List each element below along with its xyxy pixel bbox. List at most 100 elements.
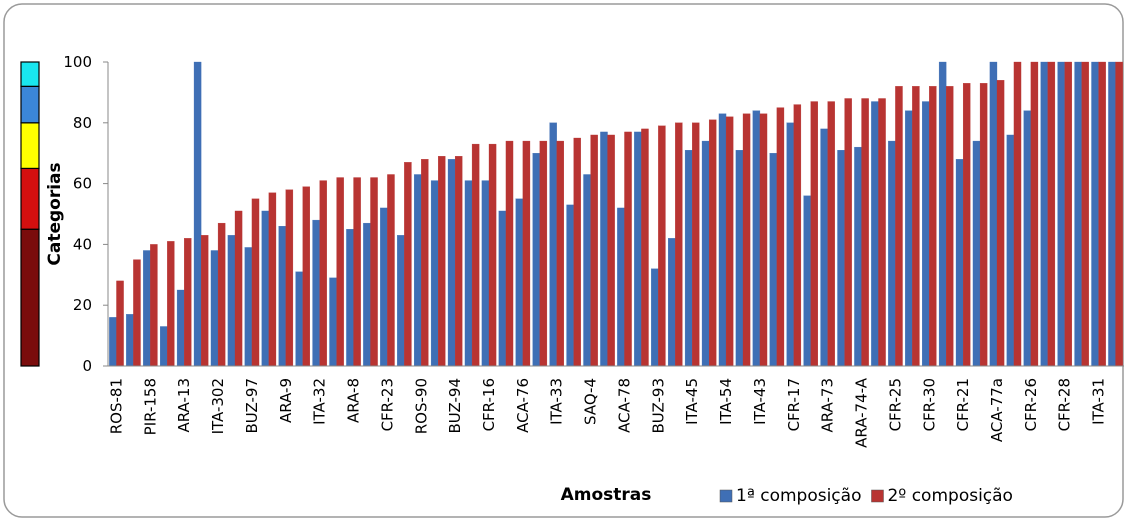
x-tick-label: BUZ-93 — [649, 378, 667, 434]
bar — [109, 317, 117, 367]
bar — [1047, 61, 1056, 367]
bar — [302, 186, 310, 367]
bar — [244, 247, 253, 367]
bar — [150, 244, 158, 367]
x-tick-label: PIR-158 — [141, 378, 159, 435]
bar — [742, 113, 751, 367]
bar — [1023, 110, 1032, 367]
bar — [675, 122, 683, 367]
x-tick-label: BUZ-97 — [243, 378, 261, 434]
bar — [210, 250, 219, 367]
bar — [380, 207, 388, 367]
bar — [556, 140, 564, 367]
bar — [684, 150, 693, 367]
bar — [251, 198, 260, 367]
bar — [387, 174, 395, 367]
bar — [438, 156, 446, 367]
bar — [464, 180, 473, 367]
bar — [329, 277, 337, 367]
x-tick-label: ITA-45 — [683, 378, 701, 425]
bar — [421, 159, 429, 367]
bar — [1013, 61, 1022, 367]
bar — [261, 210, 270, 367]
bar — [573, 137, 581, 367]
bar — [1098, 61, 1106, 367]
bar — [1030, 61, 1039, 367]
bar — [759, 113, 768, 367]
bar — [1081, 61, 1089, 367]
bar — [624, 131, 632, 367]
bar — [827, 101, 835, 367]
bar — [888, 140, 896, 367]
x-tick-label: CFR-21 — [954, 378, 972, 431]
x-tick-label: CFR-30 — [920, 378, 938, 431]
bar — [658, 125, 666, 367]
bar — [786, 122, 794, 367]
bar — [1074, 61, 1082, 367]
bar — [488, 143, 497, 367]
x-tick-label: CFR-25 — [886, 378, 904, 431]
bar — [989, 61, 998, 367]
category-band — [20, 61, 40, 87]
y-tick-label: 0 — [82, 357, 92, 375]
x-tick-label: ARA-8 — [345, 378, 363, 423]
bar — [319, 180, 327, 367]
bar — [176, 289, 185, 367]
bar — [590, 134, 598, 367]
bar — [641, 128, 649, 367]
x-tick-label: ITA-32 — [311, 378, 329, 425]
bar — [810, 101, 818, 367]
bar — [938, 61, 947, 367]
bar — [471, 143, 480, 367]
legend-swatch — [871, 489, 884, 503]
bar — [336, 177, 344, 367]
x-tick-label: CFR-17 — [785, 378, 803, 431]
bar — [1091, 61, 1099, 367]
bar — [820, 128, 828, 367]
x-tick-label: SAQ-4 — [582, 378, 600, 425]
x-tick-label: BUZ-94 — [446, 378, 464, 434]
bar — [505, 140, 514, 367]
x-tick-label: ARA-73 — [819, 378, 837, 433]
bar — [227, 235, 236, 367]
bar — [498, 210, 507, 367]
bar — [651, 268, 659, 367]
bar — [844, 98, 852, 367]
bar — [566, 204, 574, 367]
x-tick-label: ITA-43 — [751, 378, 769, 425]
bar — [878, 98, 886, 367]
bar — [184, 238, 192, 367]
bar — [217, 222, 226, 367]
bar — [1040, 61, 1048, 367]
bar — [955, 159, 964, 367]
category-band — [20, 85, 40, 124]
bar — [522, 140, 531, 367]
category-band — [20, 167, 40, 230]
bar — [718, 113, 727, 367]
bar — [752, 110, 761, 367]
x-tick-label: CFR-28 — [1056, 378, 1074, 431]
bar — [725, 116, 734, 367]
bar — [353, 177, 361, 367]
y-tick-label: 100 — [63, 53, 92, 71]
x-tick-label: ACA-78 — [615, 378, 633, 433]
bar — [912, 86, 920, 367]
x-tick-label: ARA-9 — [277, 378, 295, 423]
bar — [929, 86, 937, 367]
bar — [454, 156, 463, 367]
y-tick-label: 40 — [73, 235, 92, 253]
x-tick-label: ROS-90 — [412, 378, 430, 434]
bar — [312, 219, 320, 367]
bar — [837, 150, 845, 367]
bar — [167, 241, 175, 367]
x-tick-label: ACA-77a — [988, 378, 1006, 442]
bar — [295, 271, 303, 367]
category-band — [20, 228, 40, 367]
bar — [871, 101, 879, 367]
bar — [701, 140, 710, 367]
bar — [735, 150, 744, 367]
legend-swatch — [719, 489, 733, 503]
bar — [854, 146, 862, 367]
bar — [607, 134, 615, 367]
